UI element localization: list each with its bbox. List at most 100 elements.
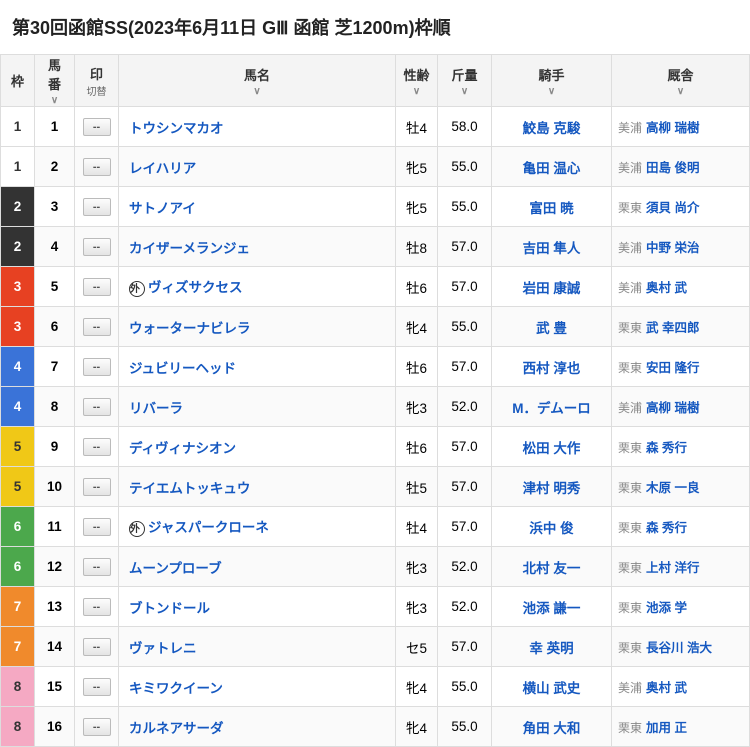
trainer-link[interactable]: 木原 一良 — [646, 481, 699, 495]
col-mark[interactable]: 印 切替 — [75, 55, 119, 107]
table-row: 36--ウォーターナビレラ牝455.0武 豊栗東武 幸四郎 — [1, 307, 750, 347]
col-weight[interactable]: 斤量 ∨ — [438, 55, 492, 107]
waku-cell: 7 — [1, 627, 35, 667]
mark-button[interactable]: -- — [83, 278, 111, 296]
mark-button[interactable]: -- — [83, 198, 111, 216]
mark-button[interactable]: -- — [83, 638, 111, 656]
mark-button[interactable]: -- — [83, 398, 111, 416]
mark-button[interactable]: -- — [83, 318, 111, 336]
mark-cell[interactable]: -- — [75, 427, 119, 467]
mark-button[interactable]: -- — [83, 118, 111, 136]
jockey-link[interactable]: 角田 大和 — [523, 721, 581, 736]
mark-cell[interactable]: -- — [75, 347, 119, 387]
mark-cell[interactable]: -- — [75, 267, 119, 307]
jockey-link[interactable]: 鮫島 克駿 — [523, 121, 581, 136]
jockey-link[interactable]: 西村 淳也 — [523, 361, 581, 376]
table-row: 12--レイハリア牝555.0亀田 温心美浦田島 俊明 — [1, 147, 750, 187]
mark-cell[interactable]: -- — [75, 507, 119, 547]
jockey-link[interactable]: 吉田 隼人 — [523, 241, 581, 256]
mark-button[interactable]: -- — [83, 718, 111, 736]
horse-link[interactable]: ジャスパークローネ — [148, 520, 269, 535]
mark-cell[interactable]: -- — [75, 467, 119, 507]
jockey-link[interactable]: 浜中 俊 — [529, 521, 573, 536]
jockey-link[interactable]: 池添 謙一 — [523, 601, 581, 616]
horse-link[interactable]: トウシンマカオ — [129, 121, 224, 136]
mark-cell[interactable]: -- — [75, 627, 119, 667]
horse-link[interactable]: キミワクイーン — [129, 681, 223, 696]
jockey-link[interactable]: 松田 大作 — [523, 441, 581, 456]
mark-cell[interactable]: -- — [75, 587, 119, 627]
horse-link[interactable]: リバーラ — [129, 401, 183, 416]
trainer-link[interactable]: 田島 俊明 — [646, 161, 699, 175]
mark-cell[interactable]: -- — [75, 307, 119, 347]
horse-link[interactable]: ディヴィナシオン — [129, 441, 236, 456]
mark-cell[interactable]: -- — [75, 547, 119, 587]
waku-cell: 1 — [1, 147, 35, 187]
col-num[interactable]: 馬 番 ∨ — [35, 55, 75, 107]
sex-age: 牡4 — [396, 107, 438, 147]
sex-age: 牝3 — [396, 387, 438, 427]
jockey-link[interactable]: 横山 武史 — [523, 681, 581, 696]
mark-cell[interactable]: -- — [75, 387, 119, 427]
col-trainer[interactable]: 厩舎 ∨ — [612, 55, 750, 107]
trainer-link[interactable]: 武 幸四郎 — [646, 321, 699, 335]
trainer-link[interactable]: 高柳 瑞樹 — [646, 121, 699, 135]
mark-button[interactable]: -- — [83, 678, 111, 696]
trainer-link[interactable]: 森 秀行 — [646, 521, 687, 535]
sex-age: 牝4 — [396, 667, 438, 707]
trainer-link[interactable]: 安田 隆行 — [646, 361, 699, 375]
mark-button[interactable]: -- — [83, 558, 111, 576]
mark-button[interactable]: -- — [83, 478, 111, 496]
trainer-link[interactable]: 奥村 武 — [646, 681, 687, 695]
jockey-link[interactable]: 亀田 温心 — [523, 161, 581, 176]
horse-link[interactable]: ムーンプローブ — [129, 561, 222, 576]
trainer-link[interactable]: 上村 洋行 — [646, 561, 699, 575]
col-name[interactable]: 馬名 ∨ — [119, 55, 396, 107]
col-sexage[interactable]: 性齢 ∨ — [396, 55, 438, 107]
jockey-link[interactable]: 北村 友一 — [523, 561, 581, 576]
horse-link[interactable]: ジュビリーヘッド — [129, 361, 236, 376]
sex-age: 牡8 — [396, 227, 438, 267]
trainer-link[interactable]: 加用 正 — [646, 721, 687, 735]
horse-link[interactable]: ヴァトレニ — [129, 641, 197, 656]
jockey-link[interactable]: 岩田 康誠 — [523, 281, 581, 296]
trainer-link[interactable]: 森 秀行 — [646, 441, 687, 455]
mark-button[interactable]: -- — [83, 598, 111, 616]
trainer-link[interactable]: 須貝 尚介 — [646, 201, 699, 215]
mark-button[interactable]: -- — [83, 358, 111, 376]
weight: 57.0 — [438, 627, 492, 667]
horse-link[interactable]: カイザーメランジェ — [129, 241, 250, 256]
mark-cell[interactable]: -- — [75, 227, 119, 267]
jockey-cell: 浜中 俊 — [492, 507, 612, 547]
mark-cell[interactable]: -- — [75, 707, 119, 747]
col-jockey[interactable]: 騎手 ∨ — [492, 55, 612, 107]
horse-link[interactable]: レイハリア — [129, 161, 196, 176]
jockey-link[interactable]: M．デムーロ — [512, 401, 590, 416]
trainer-link[interactable]: 奥村 武 — [646, 281, 687, 295]
mark-button[interactable]: -- — [83, 158, 111, 176]
mark-button[interactable]: -- — [83, 438, 111, 456]
trainer-link[interactable]: 高柳 瑞樹 — [646, 401, 699, 415]
horse-name-cell: リバーラ — [119, 387, 396, 427]
horse-link[interactable]: ヴィズサクセス — [148, 280, 243, 295]
horse-link[interactable]: テイエムトッキュウ — [129, 481, 250, 496]
jockey-link[interactable]: 幸 英明 — [529, 641, 573, 656]
trainer-link[interactable]: 池添 学 — [646, 601, 687, 615]
horse-link[interactable]: カルネアサーダ — [129, 721, 224, 736]
sex-age: 牝4 — [396, 307, 438, 347]
trainer-link[interactable]: 長谷川 浩大 — [646, 641, 712, 655]
jockey-link[interactable]: 津村 明秀 — [523, 481, 581, 496]
mark-button[interactable]: -- — [83, 518, 111, 536]
horse-link[interactable]: サトノアイ — [129, 201, 196, 216]
horse-link[interactable]: ウォーターナビレラ — [129, 321, 251, 336]
horse-link[interactable]: ブトンドール — [129, 601, 210, 616]
jockey-link[interactable]: 富田 暁 — [529, 201, 573, 216]
mark-cell[interactable]: -- — [75, 187, 119, 227]
mark-cell[interactable]: -- — [75, 107, 119, 147]
jockey-link[interactable]: 武 豊 — [536, 321, 567, 336]
mark-button[interactable]: -- — [83, 238, 111, 256]
mark-cell[interactable]: -- — [75, 147, 119, 187]
sex-age: 牡5 — [396, 467, 438, 507]
trainer-link[interactable]: 中野 栄治 — [646, 241, 699, 255]
mark-cell[interactable]: -- — [75, 667, 119, 707]
